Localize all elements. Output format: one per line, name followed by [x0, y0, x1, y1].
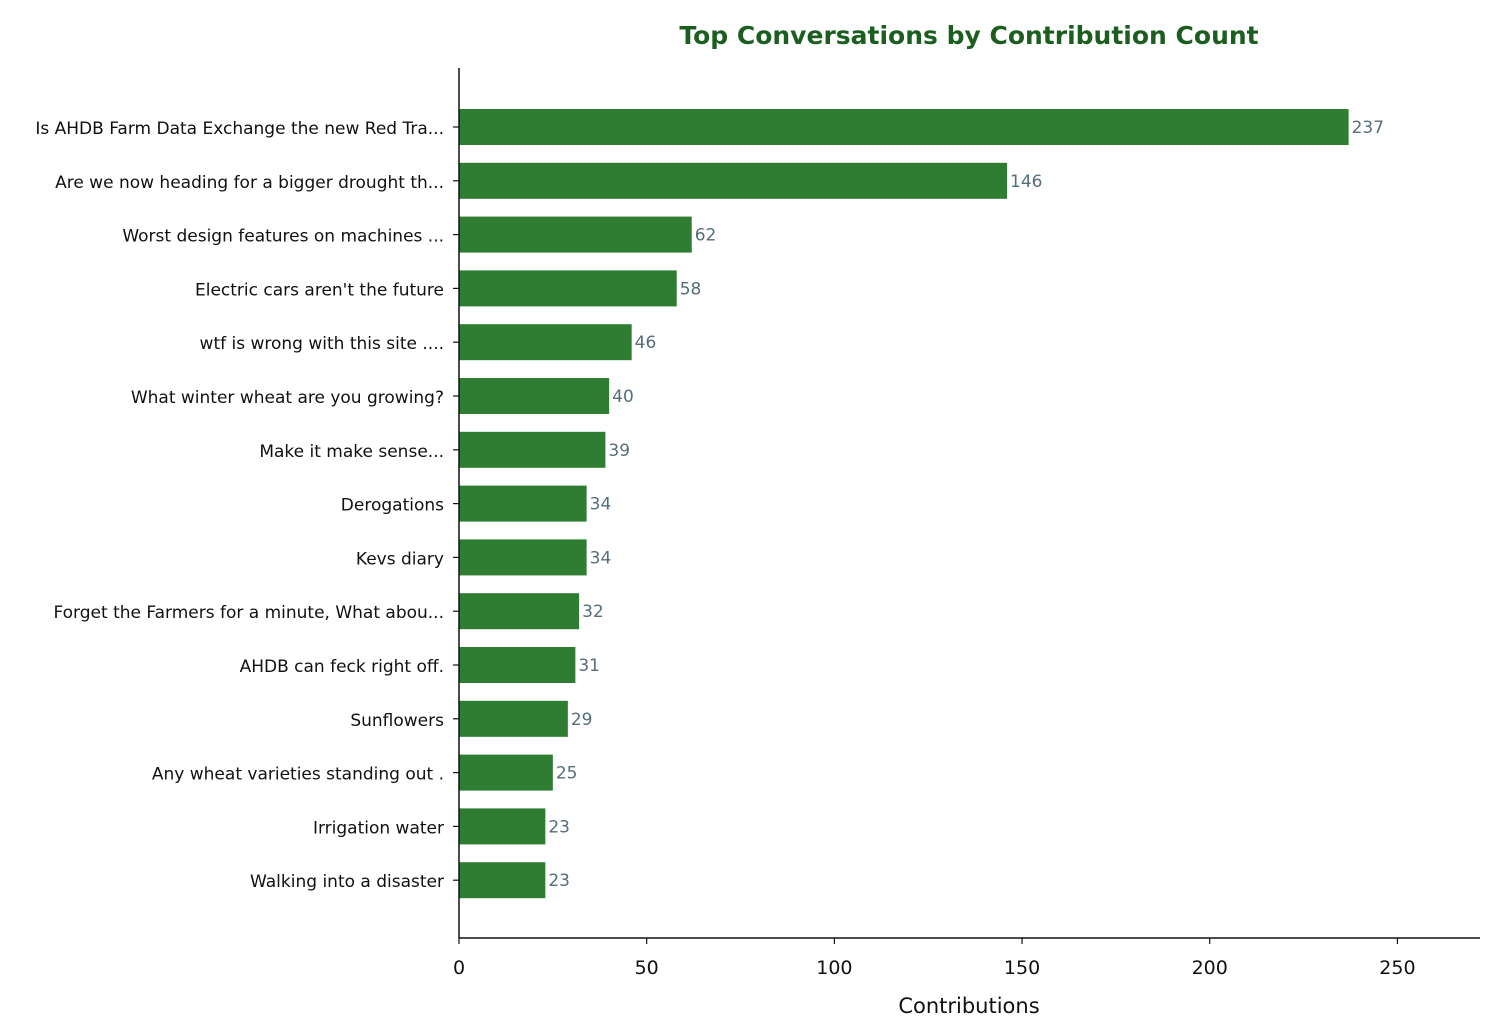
x-axis-tick-label: 250	[1379, 957, 1415, 979]
bar-value-label: 62	[695, 226, 717, 246]
x-axis-tick-label: 200	[1192, 957, 1228, 979]
bar	[459, 324, 632, 361]
bar-value-label: 46	[635, 333, 657, 353]
bar-value-label: 39	[608, 441, 630, 461]
bar	[459, 647, 576, 683]
chart-title: Top Conversations by Contribution Count	[679, 21, 1258, 50]
bar-value-label: 34	[590, 548, 612, 568]
category-label: Irrigation water	[313, 818, 444, 838]
bar-value-label: 40	[612, 387, 634, 407]
category-label: Make it make sense...	[259, 442, 444, 462]
bar-value-label: 25	[556, 764, 578, 784]
bars-group	[459, 109, 1349, 899]
x-axis-tick-label: 150	[1004, 957, 1040, 979]
bar-value-label: 23	[548, 817, 570, 837]
bar-value-label: 31	[578, 656, 600, 676]
value-labels-group: 237 146 62 58 46 40 39 34 34 32 31 29 25 23 23	[548, 118, 1384, 891]
bar	[459, 109, 1349, 145]
category-label: Derogations	[341, 496, 444, 516]
x-axis-tick-label: 100	[816, 957, 852, 979]
category-label: What winter wheat are you growing?	[131, 388, 444, 408]
category-label: Walking into a disaster	[250, 872, 444, 892]
bar	[459, 431, 606, 468]
bar	[459, 808, 546, 845]
category-label: Sunflowers	[350, 711, 444, 731]
bar-value-label: 32	[582, 602, 604, 622]
category-label: Electric cars aren't the future	[195, 280, 444, 300]
category-label: Any wheat varieties standing out .	[152, 765, 444, 785]
bar-value-label: 23	[548, 871, 570, 891]
category-label: wtf is wrong with this site ....	[200, 334, 444, 354]
bar	[459, 754, 553, 791]
category-label: Is AHDB Farm Data Exchange the new Red T…	[35, 119, 444, 139]
x-axis-tick-label: 50	[635, 957, 659, 979]
category-label: Are we now heading for a bigger drought …	[55, 173, 444, 193]
category-label: AHDB can feck right off.	[240, 657, 444, 677]
bar	[459, 378, 610, 414]
x-axis-label: Contributions	[898, 994, 1039, 1018]
x-axis-ticks-group: 0 50 100 150 200 250	[453, 938, 1416, 979]
bar	[459, 216, 692, 253]
bar	[459, 270, 677, 307]
bar-value-label: 237	[1352, 118, 1384, 138]
category-labels-group: Is AHDB Farm Data Exchange the new Red T…	[35, 119, 459, 892]
x-axis-tick-label: 0	[453, 957, 465, 979]
bar-value-label: 58	[680, 279, 702, 299]
bar	[459, 862, 546, 899]
category-label: Kevs diary	[356, 549, 444, 569]
bar-value-label: 146	[1010, 172, 1042, 192]
bar	[459, 485, 587, 522]
bar	[459, 700, 568, 737]
category-label: Worst design features on machines ...	[122, 227, 444, 247]
bar-value-label: 34	[590, 495, 612, 515]
category-label: Forget the Farmers for a minute, What ab…	[53, 603, 444, 623]
bar	[459, 162, 1008, 199]
bar	[459, 539, 587, 576]
bar	[459, 593, 580, 630]
bar-value-label: 29	[571, 710, 593, 730]
